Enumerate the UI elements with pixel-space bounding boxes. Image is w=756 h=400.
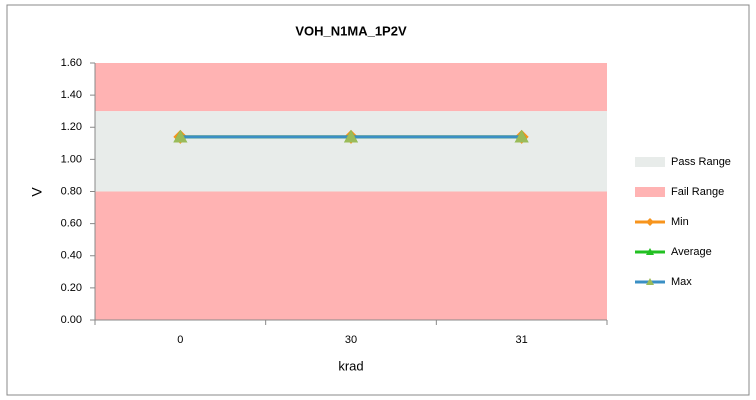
point [514,129,529,143]
point [173,129,188,143]
range-band [95,63,607,112]
legend-label: Average [671,246,712,258]
y-tick-label: 1.00 [61,153,82,165]
y-axis-label: V [29,187,45,197]
legend-label: Max [671,276,692,288]
y-tick-label: 1.40 [61,89,82,101]
y-tick-label: 1.60 [61,57,82,69]
y-tick-label: 0.00 [61,314,82,326]
y-tick-label: 0.80 [61,185,82,197]
legend-swatch [635,157,665,167]
legend-swatch [635,187,665,197]
chart-title: VOH_N1MA_1P2V [295,23,407,38]
range-band [95,111,607,192]
y-tick-label: 1.20 [61,121,82,133]
legend-marker [646,218,654,226]
y-tick-label: 0.60 [61,218,82,230]
range-band [95,191,607,320]
legend-marker [646,278,654,285]
legend-label: Pass Range [671,156,731,168]
legend-marker [646,248,654,255]
y-tick-label: 0.40 [61,250,82,262]
x-tick-label: 30 [345,334,357,346]
legend-label: Fail Range [671,186,724,198]
point [344,129,358,143]
legend-label: Min [671,216,689,228]
y-tick-label: 0.20 [61,282,82,294]
x-tick-label: 0 [177,334,183,346]
x-axis-label: krad [338,358,363,373]
x-tick-label: 31 [516,334,528,346]
